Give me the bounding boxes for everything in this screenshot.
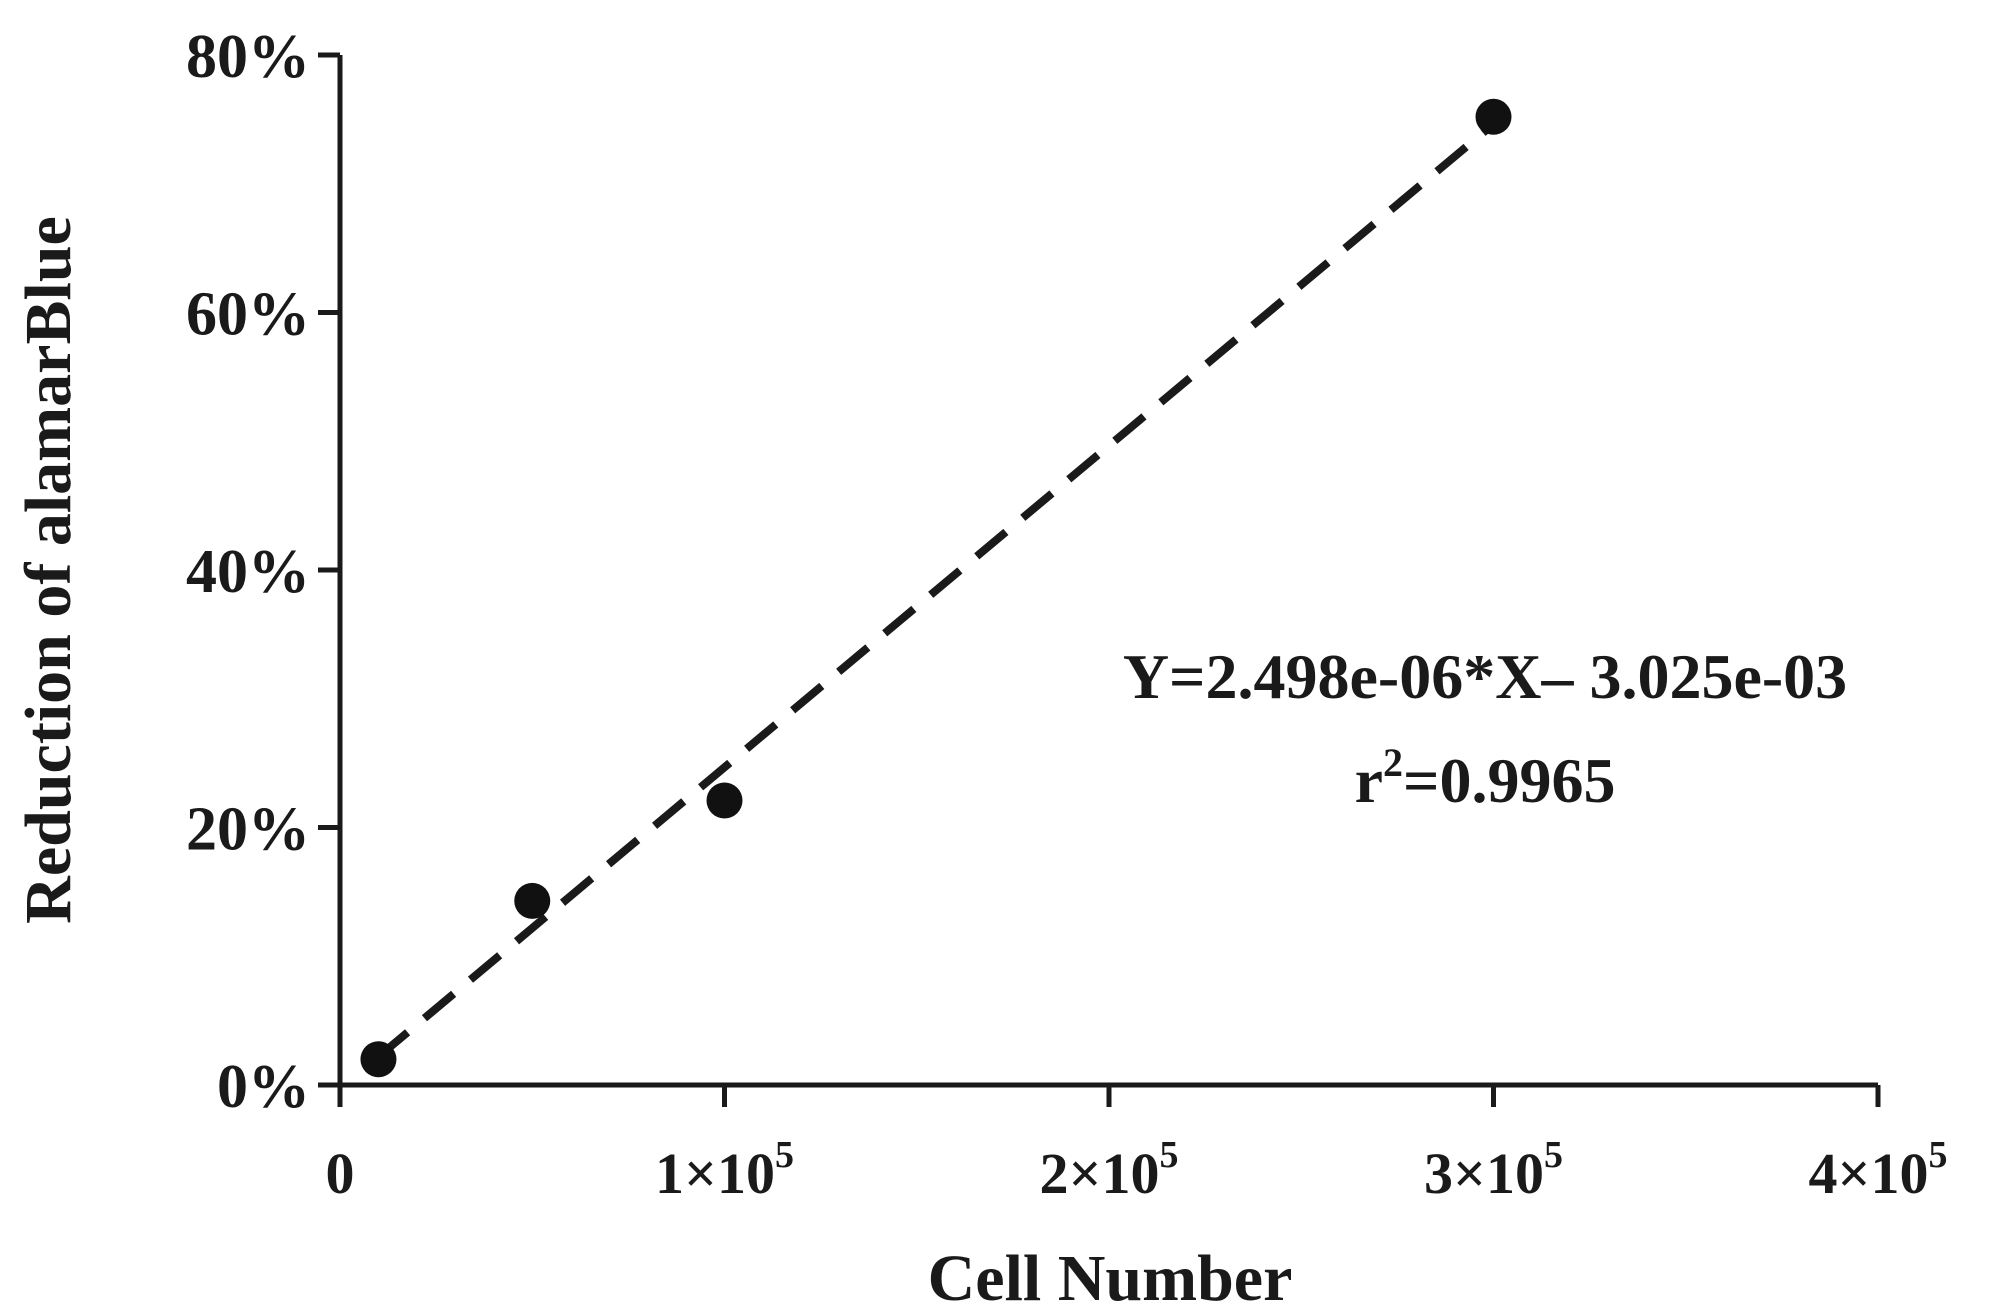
y-axis-label: Reduction of alamarBlue bbox=[12, 216, 85, 924]
x-tick-exponent: 5 bbox=[1929, 1134, 1948, 1176]
x-tick-label: 3×105 bbox=[1424, 1134, 1563, 1206]
x-axis-label: Cell Number bbox=[928, 1242, 1293, 1315]
x-tick-exponent: 5 bbox=[775, 1134, 794, 1176]
data-point bbox=[514, 882, 551, 919]
x-tick-label: 0 bbox=[326, 1141, 355, 1206]
x-tick-base: 1×10 bbox=[655, 1141, 775, 1206]
fit-equation: Y=2.498e-06*X– 3.025e-03 bbox=[1123, 641, 1847, 712]
r2-value: =0.9965 bbox=[1403, 745, 1615, 816]
x-tick-base: 2×10 bbox=[1039, 1141, 1159, 1206]
data-point bbox=[1475, 98, 1512, 135]
y-tick-label: 40% bbox=[186, 538, 310, 606]
x-tick-base: 3×10 bbox=[1424, 1141, 1544, 1206]
x-tick-label: 1×105 bbox=[655, 1134, 794, 1206]
x-ticks: 0 1×105 2×105 3×105 4×105 bbox=[326, 1085, 1948, 1206]
y-tick-label: 60% bbox=[186, 281, 310, 349]
data-points bbox=[360, 98, 1512, 1078]
x-tick-base: 4×10 bbox=[1808, 1141, 1928, 1206]
data-point bbox=[360, 1041, 397, 1078]
y-tick-label: 80% bbox=[186, 23, 310, 91]
y-tick-label: 0% bbox=[217, 1053, 310, 1121]
x-tick-label: 2×105 bbox=[1039, 1134, 1178, 1206]
r2-prefix: r bbox=[1355, 745, 1383, 816]
r2-exponent: 2 bbox=[1383, 740, 1403, 785]
y-ticks: 0% 20% 40% 60% 80% bbox=[186, 23, 340, 1121]
x-tick-exponent: 5 bbox=[1160, 1134, 1179, 1176]
x-tick-label: 4×105 bbox=[1808, 1134, 1947, 1206]
y-tick-label: 20% bbox=[186, 796, 310, 864]
fit-line bbox=[375, 120, 1497, 1060]
x-tick-base: 0 bbox=[326, 1141, 355, 1206]
fit-r-squared: r2=0.9965 bbox=[1355, 740, 1616, 816]
axes bbox=[337, 55, 1878, 1088]
data-point bbox=[706, 782, 743, 819]
x-tick-exponent: 5 bbox=[1544, 1134, 1563, 1176]
